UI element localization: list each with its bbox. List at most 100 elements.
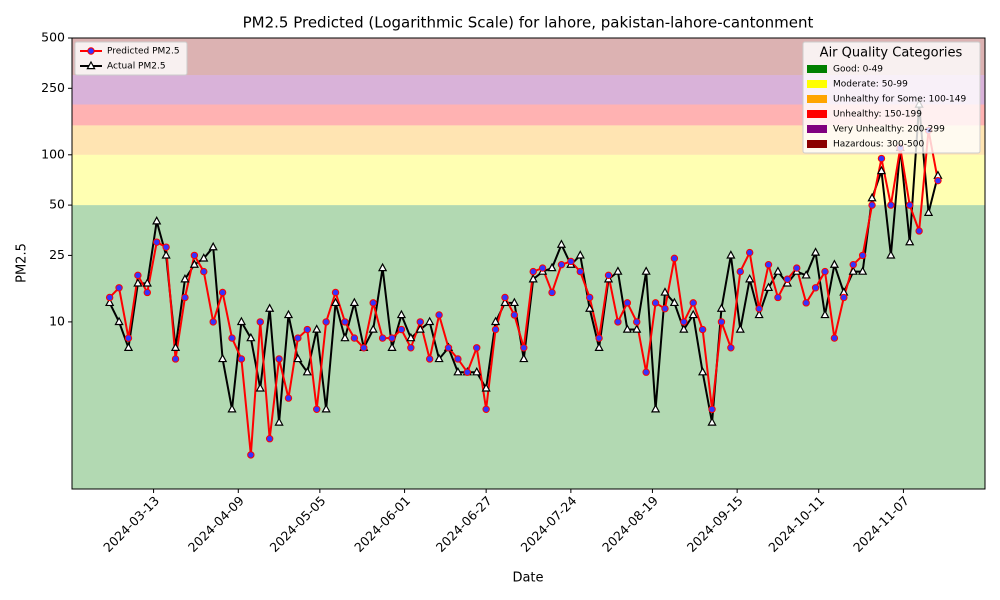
- data-point: [388, 334, 396, 342]
- data-point: [105, 297, 115, 307]
- legend-label: Moderate: 50-99: [833, 80, 908, 90]
- data-point: [265, 434, 274, 443]
- data-point: [152, 216, 162, 225]
- data-point: [406, 332, 416, 342]
- data-point: [180, 273, 190, 283]
- data-point: [670, 254, 679, 263]
- legend-marker: [86, 60, 96, 70]
- data-point: [830, 334, 839, 342]
- data-point: [801, 270, 811, 279]
- data-point: [595, 334, 603, 342]
- data-point: [698, 325, 707, 334]
- data-point: [848, 266, 858, 275]
- data-point: [661, 304, 669, 313]
- data-point: [594, 342, 604, 351]
- legend-swatch: [807, 65, 827, 73]
- x-tick-label: 2024-04-09: [185, 493, 247, 555]
- data-point: [228, 334, 236, 342]
- data-point: [491, 325, 500, 334]
- data-point: [623, 299, 632, 307]
- aqi-band: [72, 104, 985, 126]
- data-point: [641, 266, 651, 275]
- data-point: [604, 271, 613, 280]
- data-point: [415, 324, 425, 333]
- data-point: [322, 318, 330, 326]
- data-point: [708, 405, 716, 413]
- data-point: [124, 334, 133, 342]
- data-point: [284, 394, 293, 402]
- data-point: [209, 318, 217, 326]
- data-point: [793, 264, 801, 272]
- data-point: [717, 318, 726, 326]
- data-point: [349, 297, 359, 307]
- legend-label: Good: 0-49: [833, 65, 883, 75]
- data-point: [134, 271, 142, 280]
- data-point: [745, 248, 754, 257]
- data-point: [876, 165, 887, 175]
- data-point: [425, 355, 434, 363]
- data-point: [360, 344, 368, 352]
- data-point: [133, 278, 143, 287]
- y-tick-label: 100: [41, 146, 65, 161]
- data-point: [143, 288, 151, 297]
- data-point: [444, 344, 453, 352]
- data-point: [754, 309, 764, 319]
- data-point: [199, 253, 209, 262]
- legend-label: Actual PM2.5: [107, 62, 166, 72]
- data-point: [482, 405, 490, 413]
- data-point: [208, 241, 218, 251]
- data-point: [181, 293, 189, 302]
- data-point: [548, 288, 556, 297]
- data-point: [755, 304, 763, 313]
- data-point: [473, 344, 481, 352]
- y-axis-label: PM2.5: [15, 243, 30, 283]
- data-point: [707, 417, 717, 426]
- data-point: [887, 201, 895, 209]
- data-point: [378, 334, 387, 342]
- data-point: [680, 318, 688, 326]
- plot-frame: [71, 37, 986, 490]
- data-point: [236, 316, 247, 326]
- data-point: [520, 344, 528, 352]
- data-point: [829, 259, 840, 268]
- data-point: [105, 293, 114, 302]
- x-axis-label: Date: [512, 571, 543, 586]
- data-point: [246, 332, 256, 342]
- data-point: [463, 368, 472, 376]
- data-point: [387, 342, 397, 351]
- data-point: [867, 192, 877, 202]
- data-point: [736, 267, 744, 276]
- legend-swatch: [807, 140, 827, 148]
- chart-title: PM2.5 Predicted (Logarithmic Scale) for …: [243, 14, 814, 32]
- y-tick-label: 500: [41, 30, 65, 45]
- data-point: [642, 368, 650, 376]
- data-point: [538, 264, 547, 272]
- data-point: [585, 303, 595, 312]
- data-point: [275, 355, 283, 363]
- data-point: [283, 309, 294, 319]
- legend-label: Very Unhealthy: 200-299: [833, 125, 945, 135]
- legend-swatch: [807, 95, 827, 103]
- data-point: [745, 273, 755, 283]
- data-point: [200, 267, 208, 276]
- data-point: [510, 311, 519, 319]
- x-tick-label: 2024-09-15: [684, 493, 746, 555]
- data-point: [820, 309, 830, 319]
- data-point: [369, 299, 377, 307]
- data-point: [802, 299, 810, 307]
- data-point: [528, 273, 538, 283]
- x-tick-label: 2024-08-19: [599, 493, 661, 555]
- x-tick-label: 2024-07-24: [517, 493, 579, 555]
- data-point: [633, 318, 641, 326]
- data-point: [303, 325, 312, 334]
- legend-swatch: [807, 125, 827, 133]
- legend-label: Hazardous: 300-500: [833, 140, 924, 150]
- data-point: [689, 299, 697, 307]
- data-point: [330, 297, 341, 307]
- data-point: [886, 250, 896, 259]
- legend-box: [74, 41, 188, 76]
- x-tick-label: 2024-05-05: [266, 493, 328, 555]
- data-point: [783, 275, 792, 283]
- data-point: [810, 247, 821, 256]
- data-point: [764, 260, 773, 269]
